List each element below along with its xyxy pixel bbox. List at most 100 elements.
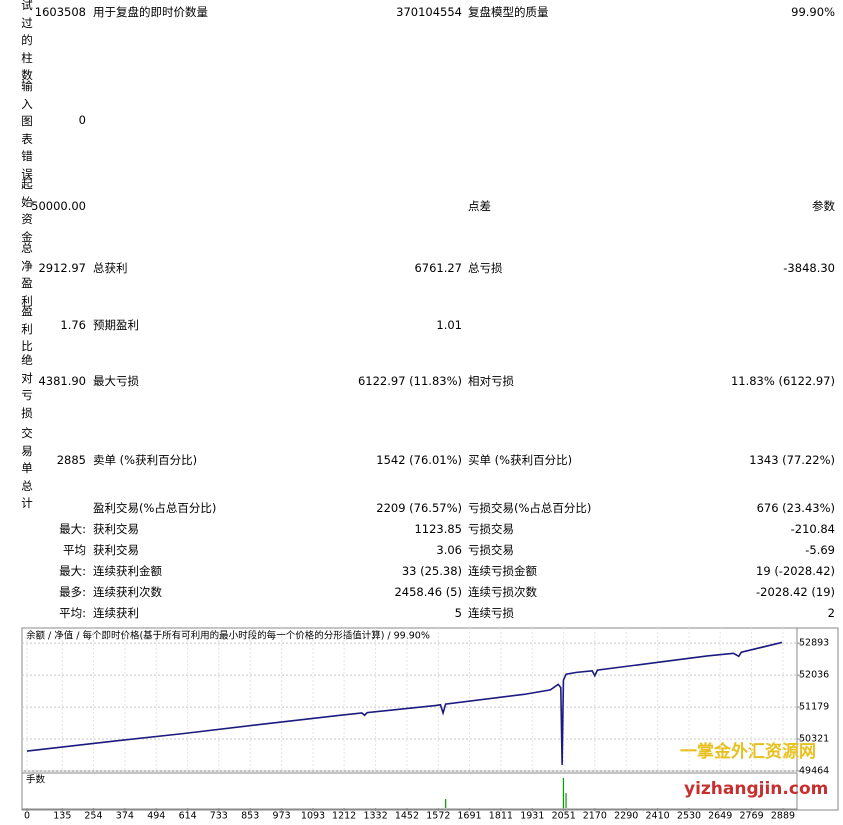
row-value: 1.01 (436, 318, 462, 332)
row-heading: 试过的柱数 (21, 0, 33, 82)
row-value: 33 (25.38) (401, 564, 462, 578)
row-value: 2458.46 (5) (394, 585, 462, 599)
row-heading: 总净盈利 (21, 241, 33, 308)
x-tick-label: 1093 (301, 811, 325, 822)
row-value: 2885 (56, 453, 86, 467)
row-value: 11.83% (6122.97) (730, 374, 835, 388)
row-value: 6761.27 (414, 261, 462, 275)
row-label: 亏损交易(%占总百分比) (468, 501, 592, 515)
row-label: 点差 (468, 199, 491, 213)
x-tick-label: 733 (210, 811, 228, 822)
x-tick-label: 374 (116, 811, 134, 822)
row-label: 复盘模型的质量 (468, 5, 549, 19)
lots-label: 手数 (26, 774, 46, 786)
y-tick-label: 50321 (799, 734, 829, 745)
x-tick-label: 135 (53, 811, 71, 822)
row-value: 6122.97 (11.83%) (357, 374, 462, 388)
x-tick-label: 1452 (395, 811, 419, 822)
row-label: 最大亏损 (93, 374, 139, 388)
row-value: 2 (827, 606, 835, 620)
row-value: 676 (23.43%) (756, 501, 835, 515)
row-value: 最大: (59, 564, 86, 578)
row-value: 1343 (77.22%) (749, 453, 835, 467)
row-value: -2028.42 (19) (756, 585, 835, 599)
main-plot-frame (21, 627, 798, 772)
x-tick-label: 2530 (677, 811, 701, 822)
x-tick-label: 2649 (708, 811, 732, 822)
row-heading: 盈利比 (21, 304, 33, 353)
y-tick-label: 51179 (799, 702, 829, 713)
row-value: 50000.00 (31, 199, 86, 213)
x-tick-label: 2170 (583, 811, 607, 822)
row-value: 参数 (812, 199, 835, 213)
row-value: 370104554 (396, 5, 462, 19)
y-tick-label: 52036 (799, 670, 829, 681)
x-tick-label: 1212 (332, 811, 356, 822)
x-tick-label: 853 (241, 811, 259, 822)
row-label: 获利交易 (93, 543, 139, 557)
row-value: 最大: (59, 522, 86, 536)
watermark-url: yizhangjin.com (684, 779, 828, 799)
lots-plot-frame (21, 772, 798, 810)
row-value: 99.90% (791, 5, 835, 19)
row-heading: 交易单总计 (21, 426, 33, 510)
row-heading: 输入图表错误 (21, 79, 33, 181)
row-label: 连续获利金额 (93, 564, 162, 578)
x-tick-label: 2410 (646, 811, 670, 822)
row-heading: 起始资金 (21, 177, 33, 244)
watermark-title: 一掌金外汇资源网 (680, 741, 816, 762)
row-value: 19 (-2028.42) (756, 564, 835, 578)
row-value: 2912.97 (38, 261, 86, 275)
row-value: 1542 (76.01%) (376, 453, 462, 467)
row-value: 平均 (63, 543, 86, 557)
row-value: 最多: (59, 585, 86, 599)
row-label: 用于复盘的即时价数量 (93, 5, 208, 19)
x-tick-label: 973 (273, 811, 291, 822)
row-label: 买单 (%获利百分比) (468, 453, 573, 467)
row-value: 1603508 (34, 5, 86, 19)
x-tick-label: 494 (147, 811, 165, 822)
balance-line (26, 641, 783, 765)
x-tick-label: 2051 (552, 811, 576, 822)
row-label: 卖单 (%获利百分比) (93, 453, 198, 467)
x-tick-label: 2769 (739, 811, 763, 822)
row-value: 平均: (59, 606, 86, 620)
row-value: 2209 (76.57%) (376, 501, 462, 515)
chart-frame (21, 627, 839, 811)
row-label: 总获利 (93, 261, 128, 275)
x-tick-label: 614 (179, 811, 197, 822)
y-tick-label: 49464 (799, 766, 829, 777)
x-tick-label: 1691 (457, 811, 481, 822)
x-tick-label: 2889 (771, 811, 795, 822)
row-label: 连续亏损金额 (468, 564, 537, 578)
x-tick-label: 0 (24, 811, 30, 822)
row-value: -210.84 (790, 522, 835, 536)
chart-legend: 余额 / 净值 / 每个即时价格(基于所有可利用的最小时段的每一个价格的分形插值… (26, 630, 430, 642)
row-value: -3848.30 (783, 261, 835, 275)
row-value: 1123.85 (414, 522, 462, 536)
x-tick-label: 254 (84, 811, 102, 822)
row-label: 盈利交易(%占总百分比) (93, 501, 217, 515)
row-value: 0 (78, 113, 86, 127)
row-label: 连续亏损 (468, 606, 514, 620)
row-value: 1.76 (60, 318, 86, 332)
x-tick-label: 1572 (426, 811, 450, 822)
row-value: -5.69 (805, 543, 835, 557)
row-value: 5 (454, 606, 462, 620)
row-value: 4381.90 (38, 374, 86, 388)
row-value: 3.06 (436, 543, 462, 557)
row-label: 连续亏损次数 (468, 585, 537, 599)
row-label: 相对亏损 (468, 374, 514, 388)
x-tick-label: 1811 (489, 811, 513, 822)
row-label: 预期盈利 (93, 318, 139, 332)
y-tick-label: 52893 (799, 638, 829, 649)
row-label: 获利交易 (93, 522, 139, 536)
row-heading: 绝对亏损 (21, 353, 33, 420)
row-label: 连续获利 (93, 606, 139, 620)
x-tick-label: 2290 (614, 811, 638, 822)
row-label: 连续获利次数 (93, 585, 162, 599)
row-label: 亏损交易 (468, 543, 514, 557)
row-label: 亏损交易 (468, 522, 514, 536)
